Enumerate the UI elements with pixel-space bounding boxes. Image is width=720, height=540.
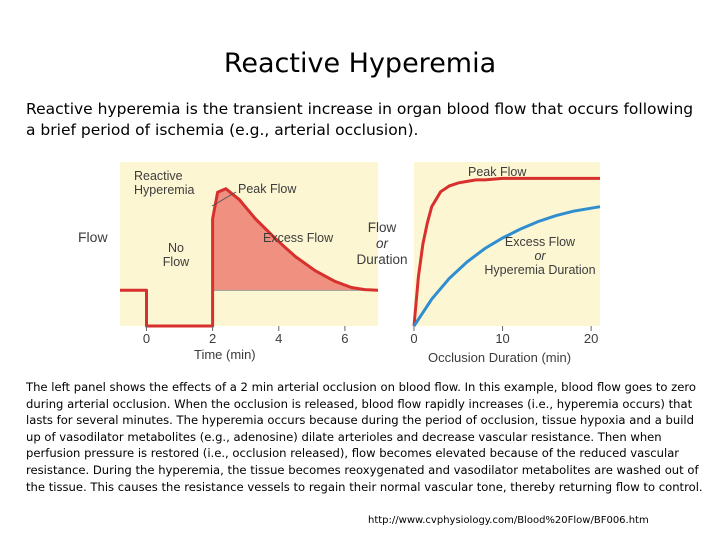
right-ylabel: Flow or Duration: [356, 220, 407, 267]
left-ylabel: Flow: [78, 229, 108, 245]
excess-flow-series-label: Excess Flow or Hyperemia Duration: [484, 235, 595, 277]
no-flow-label: No Flow: [163, 241, 190, 269]
peak-flow-pointer: [211, 191, 237, 207]
left-x-ticks: 0 2 4 6: [143, 326, 349, 346]
intro-paragraph: Reactive hyperemia is the transient incr…: [26, 100, 694, 139]
explanation-paragraph: The left panel shows the effects of a 2 …: [26, 380, 703, 494]
peak-flow-curve: [412, 176, 600, 327]
left-panel: 0 2 4 6 Flow Time (min) Reactive Hyperemia P…: [78, 162, 379, 362]
right-panel: 0 10 20 Flow or Duration Occlusion Duration …: [356, 162, 601, 365]
right-xlabel: Occlusion Duration (min): [428, 350, 571, 365]
source-link[interactable]: http://www.cvphysiology.com/Blood%20Flow…: [368, 515, 649, 526]
peak-flow-label: Peak Flow: [238, 182, 297, 196]
left-tick-label: 0: [143, 331, 150, 346]
left-tick-label: 6: [341, 331, 348, 346]
right-x-ticks: 0 10 20: [410, 326, 598, 346]
flow-curve: [120, 187, 379, 328]
right-tick-label: 20: [584, 331, 598, 346]
left-tick-label: 4: [275, 331, 282, 346]
reactive-hyperemia-figure: 0 2 4 6 Flow Time (min) Reactive Hyperemia P…: [78, 162, 601, 365]
left-tick-label: 2: [209, 331, 216, 346]
left-xlabel: Time (min): [194, 347, 256, 362]
peak-flow-series-label: Peak Flow: [468, 165, 527, 179]
slide-title: Reactive Hyperemia: [223, 48, 497, 79]
reactive-hyperemia-label: Reactive Hyperemia: [134, 169, 194, 197]
excess-flow-area: [212, 188, 378, 291]
excess-flow-curve: [412, 205, 601, 327]
right-tick-label: 10: [495, 331, 509, 346]
excess-flow-label: Excess Flow: [263, 231, 334, 245]
right-tick-label: 0: [410, 331, 417, 346]
